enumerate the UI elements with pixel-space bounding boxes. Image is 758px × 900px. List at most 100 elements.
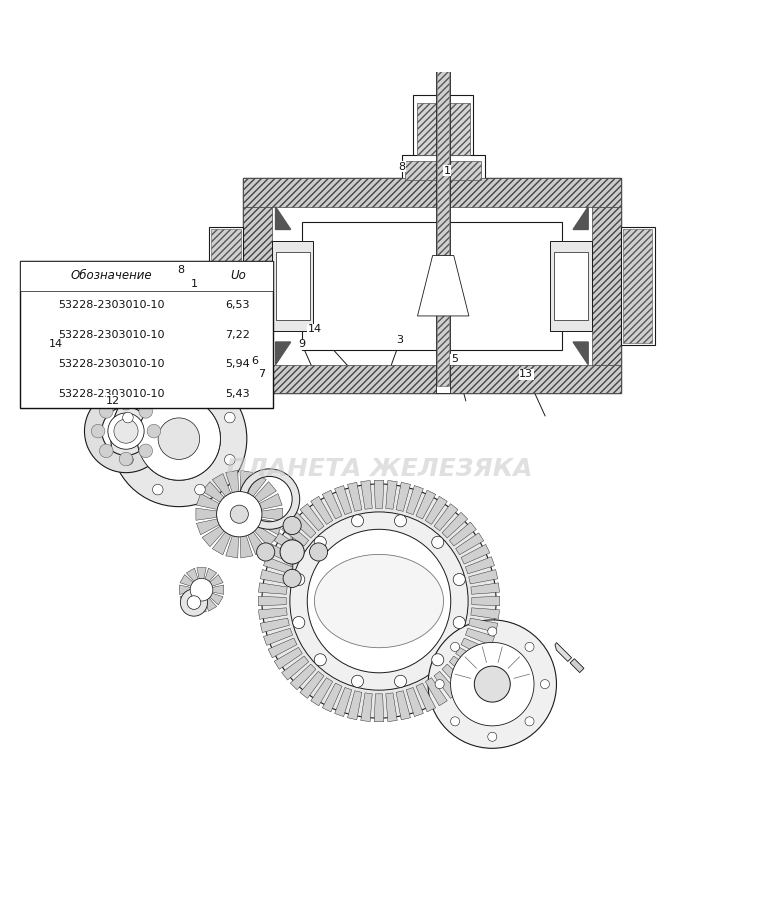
Circle shape xyxy=(475,666,510,702)
Text: 5,43: 5,43 xyxy=(226,389,250,399)
Circle shape xyxy=(432,653,443,666)
Circle shape xyxy=(307,529,451,673)
Circle shape xyxy=(525,643,534,652)
Bar xyxy=(554,252,588,320)
Polygon shape xyxy=(276,342,290,364)
Polygon shape xyxy=(180,585,190,594)
Text: 3: 3 xyxy=(396,336,404,346)
Bar xyxy=(209,227,243,345)
Circle shape xyxy=(487,733,496,742)
Polygon shape xyxy=(282,522,309,546)
Polygon shape xyxy=(442,664,468,689)
Circle shape xyxy=(195,382,205,393)
Polygon shape xyxy=(468,618,498,633)
Circle shape xyxy=(119,396,133,410)
Text: 7: 7 xyxy=(258,370,265,380)
Text: 53228-2303010-10: 53228-2303010-10 xyxy=(58,359,164,369)
Polygon shape xyxy=(573,207,588,230)
Text: 7,22: 7,22 xyxy=(225,329,250,340)
Polygon shape xyxy=(396,690,411,720)
Polygon shape xyxy=(202,526,224,546)
Text: 6,53: 6,53 xyxy=(226,301,250,310)
Polygon shape xyxy=(212,473,230,496)
Circle shape xyxy=(99,444,113,458)
Polygon shape xyxy=(255,482,277,502)
Polygon shape xyxy=(260,618,290,633)
Bar xyxy=(302,222,562,349)
Polygon shape xyxy=(396,482,411,511)
Text: 14: 14 xyxy=(308,324,322,334)
Circle shape xyxy=(450,643,534,725)
Polygon shape xyxy=(196,508,217,520)
Bar xyxy=(272,240,313,331)
Circle shape xyxy=(309,543,327,561)
Polygon shape xyxy=(471,608,500,619)
Circle shape xyxy=(540,680,550,688)
Polygon shape xyxy=(434,671,458,698)
Polygon shape xyxy=(202,482,224,502)
Circle shape xyxy=(394,515,406,526)
Polygon shape xyxy=(180,593,193,605)
Polygon shape xyxy=(197,601,206,612)
Bar xyxy=(20,261,274,291)
Circle shape xyxy=(139,444,152,458)
Polygon shape xyxy=(461,638,490,658)
Polygon shape xyxy=(465,628,494,645)
Circle shape xyxy=(293,616,305,628)
Polygon shape xyxy=(255,526,277,546)
Circle shape xyxy=(428,620,556,748)
Polygon shape xyxy=(322,683,342,712)
Bar xyxy=(402,156,484,182)
Circle shape xyxy=(180,589,208,616)
Circle shape xyxy=(293,573,305,586)
Circle shape xyxy=(290,512,468,690)
Polygon shape xyxy=(300,504,324,531)
Circle shape xyxy=(487,627,496,636)
Text: 1: 1 xyxy=(443,166,450,176)
Circle shape xyxy=(394,675,406,688)
Polygon shape xyxy=(212,585,224,594)
Text: 53228-2303010-10: 53228-2303010-10 xyxy=(58,329,164,340)
Circle shape xyxy=(257,543,275,561)
Text: Uo: Uo xyxy=(230,269,246,283)
Polygon shape xyxy=(268,638,297,658)
Polygon shape xyxy=(347,482,362,511)
Bar xyxy=(621,227,655,345)
Polygon shape xyxy=(334,688,352,716)
Polygon shape xyxy=(276,207,290,230)
Bar xyxy=(243,178,621,207)
Polygon shape xyxy=(374,481,384,508)
Polygon shape xyxy=(311,678,333,706)
Polygon shape xyxy=(418,256,469,316)
Polygon shape xyxy=(311,496,333,525)
Bar xyxy=(437,0,450,393)
Text: 6: 6 xyxy=(251,356,258,366)
Polygon shape xyxy=(212,532,230,554)
Circle shape xyxy=(525,716,534,726)
Bar xyxy=(437,0,449,386)
Circle shape xyxy=(99,405,113,418)
Polygon shape xyxy=(205,598,217,611)
Ellipse shape xyxy=(315,554,443,648)
Polygon shape xyxy=(461,544,490,564)
Polygon shape xyxy=(248,473,266,496)
Polygon shape xyxy=(258,583,287,594)
Bar xyxy=(570,659,584,672)
Text: 8: 8 xyxy=(177,266,185,275)
Polygon shape xyxy=(259,519,282,535)
Circle shape xyxy=(217,491,262,537)
Circle shape xyxy=(453,573,465,586)
Text: 53228-2303010-10: 53228-2303010-10 xyxy=(58,389,164,399)
Polygon shape xyxy=(186,568,198,581)
Circle shape xyxy=(119,452,133,466)
Bar xyxy=(592,207,621,364)
Circle shape xyxy=(158,418,199,459)
Polygon shape xyxy=(210,593,223,605)
Polygon shape xyxy=(264,628,293,645)
Polygon shape xyxy=(226,471,239,492)
Polygon shape xyxy=(386,693,397,722)
Circle shape xyxy=(230,505,249,523)
Circle shape xyxy=(453,616,465,628)
Circle shape xyxy=(315,536,326,548)
Polygon shape xyxy=(468,570,498,584)
